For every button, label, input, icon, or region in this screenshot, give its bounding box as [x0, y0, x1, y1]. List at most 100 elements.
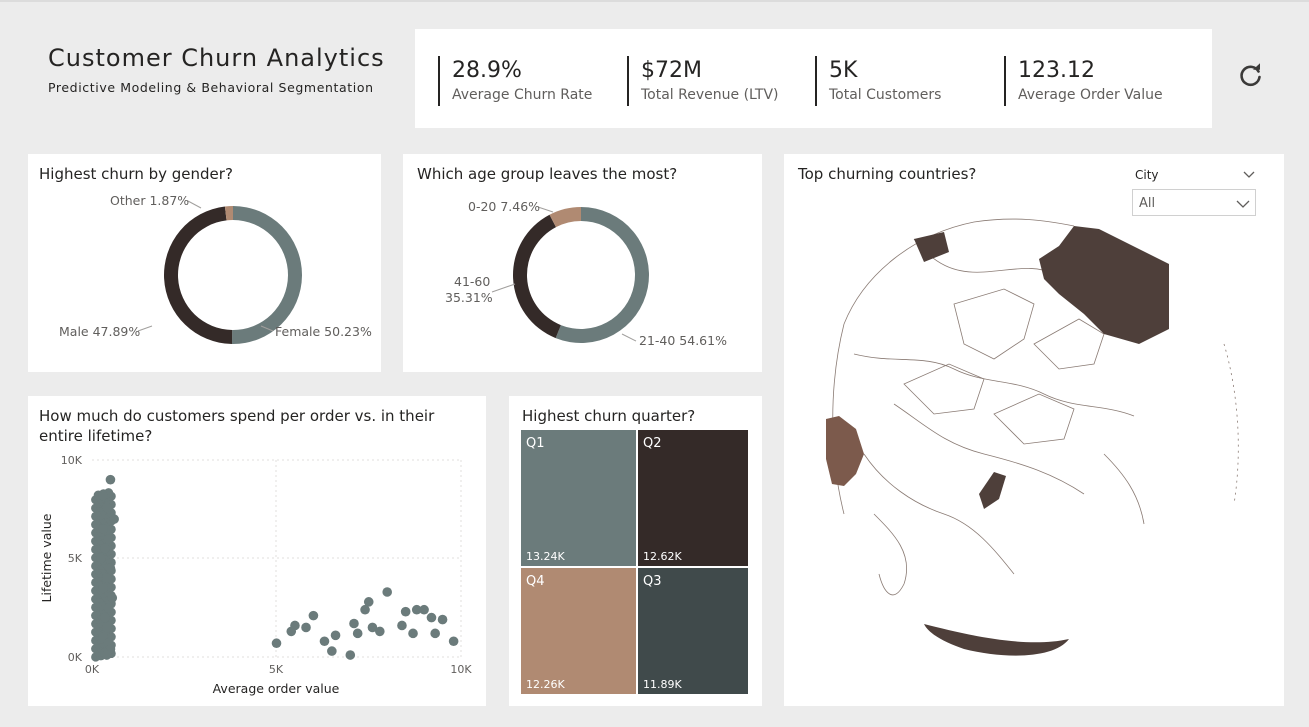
kpi-churn-rate[interactable]: 28.9% Average Churn Rate [438, 56, 592, 106]
scatter-point[interactable] [101, 573, 112, 583]
scatter-point[interactable] [327, 646, 337, 656]
country-outline [993, 393, 1075, 445]
scatter-point[interactable] [107, 593, 118, 603]
coastline-asia [873, 513, 908, 596]
scatter-point[interactable] [98, 583, 108, 593]
scatter-point[interactable] [101, 650, 112, 660]
scatter-point[interactable] [448, 636, 459, 647]
scatter-point[interactable] [367, 622, 378, 633]
gender-donut-svg: Other 1.87% Male 47.89% Female 50.23% [59, 193, 372, 344]
y-tick-5k: 5K [68, 552, 83, 565]
city-filter-dropdown[interactable]: All [1132, 189, 1256, 216]
scatter-point[interactable] [375, 626, 385, 637]
gender-label-other: Other 1.87% [110, 193, 189, 208]
treemap-tile-q3[interactable]: Q3 11.89K [638, 568, 748, 694]
scatter-point[interactable] [397, 620, 407, 631]
country-outline [953, 288, 1035, 360]
scatter-gridlines [92, 459, 462, 658]
treemap-tile-q4[interactable]: Q4 12.26K [521, 568, 636, 694]
kpi-total-revenue[interactable]: $72M Total Revenue (LTV) [627, 56, 779, 106]
scatter-point[interactable] [408, 628, 418, 639]
scatter-point[interactable] [437, 614, 448, 625]
dashboard-title: Customer Churn Analytics [48, 44, 385, 72]
scatter-point[interactable] [98, 524, 108, 534]
chevron-down-icon[interactable] [1242, 166, 1256, 180]
scatter-point[interactable] [411, 604, 422, 615]
globe-map[interactable] [784, 154, 1284, 706]
scatter-title-line1: How much do customers spend per order vs… [39, 407, 435, 425]
scatter-point[interactable] [360, 604, 370, 615]
refresh-icon[interactable] [1236, 60, 1266, 90]
scatter-point[interactable] [103, 602, 114, 613]
scatter-point[interactable] [345, 650, 356, 660]
globe-edge-right [1223, 343, 1239, 505]
scatter-point[interactable] [419, 604, 429, 615]
scatter-point[interactable] [382, 587, 393, 597]
scatter-point[interactable] [430, 628, 440, 639]
treemap-tile-q2[interactable]: Q2 12.62K [638, 430, 748, 566]
dashboard-header: Customer Churn Analytics Predictive Mode… [48, 44, 385, 95]
treemap-tile-q1[interactable]: Q1 13.24K [521, 430, 636, 566]
age-label-41-60: 41-60 [454, 274, 490, 289]
kpi-label: Total Customers [829, 87, 942, 103]
scatter-point[interactable] [349, 618, 359, 629]
highlighted-country[interactable] [1039, 226, 1169, 344]
scatter-point[interactable] [96, 553, 107, 564]
scatter-point[interactable] [363, 597, 374, 607]
scatter-point[interactable] [319, 636, 330, 647]
scatter-point[interactable] [308, 610, 319, 621]
donut-slice-female[interactable] [231, 206, 302, 344]
scatter-point[interactable] [105, 474, 116, 485]
scatter-point[interactable] [352, 628, 363, 639]
scatter-point[interactable] [100, 612, 110, 623]
age-label-0-20: 0-20 7.46% [468, 199, 540, 214]
chevron-down-icon [1236, 196, 1250, 210]
donut-slice-41-60[interactable] [513, 214, 561, 339]
donut-slice-21-40[interactable] [555, 207, 649, 343]
scatter-point[interactable] [301, 622, 311, 633]
gender-churn-panel: Highest churn by gender? Other 1.87% Mal… [28, 154, 381, 372]
tile-value: 12.62K [643, 550, 682, 563]
donut-slice-0-20[interactable] [549, 207, 581, 228]
country-map-panel: Top churning countries? City All [784, 154, 1284, 706]
scatter-chart-title: How much do customers spend per order vs… [39, 407, 434, 446]
scatter-point[interactable] [103, 534, 114, 544]
dashboard-subtitle: Predictive Modeling & Behavioral Segment… [48, 80, 374, 95]
highlighted-country[interactable] [914, 232, 949, 262]
kpi-total-customers[interactable]: 5K Total Customers [815, 56, 941, 106]
city-filter-label: City [1135, 168, 1159, 182]
scatter-point[interactable] [330, 630, 341, 641]
top-divider [0, 0, 1309, 2]
scatter-title-line2: entire lifetime? [39, 426, 153, 445]
donut-slice-male[interactable] [163, 206, 233, 344]
country-outline [903, 363, 985, 415]
y-tick-10k: 10K [61, 454, 83, 467]
x-tick-0k: 0K [85, 663, 100, 676]
x-tick-5k: 5K [269, 663, 284, 676]
scatter-point[interactable] [101, 622, 112, 633]
highlighted-country[interactable] [979, 472, 1006, 509]
kpi-avg-order-value[interactable]: 123.12 Average Order Value [1004, 56, 1163, 106]
tile-value: 11.89K [643, 678, 682, 691]
scatter-point[interactable] [100, 543, 110, 554]
border-line [863, 453, 1015, 575]
donut-slice-other[interactable] [224, 206, 233, 221]
kpi-value: 123.12 [1018, 58, 1095, 83]
country-outline [1033, 318, 1105, 370]
scatter-point[interactable] [286, 626, 297, 637]
map-title: Top churning countries? [798, 165, 977, 183]
scatter-point[interactable] [109, 514, 119, 524]
scatter-point[interactable] [105, 563, 116, 574]
scatter-point[interactable] [400, 606, 411, 617]
kpi-value: 28.9% [452, 58, 522, 83]
scatter-point[interactable] [101, 502, 112, 513]
scatter-point[interactable] [98, 490, 108, 501]
border-line [893, 403, 1085, 495]
highlighted-country[interactable] [924, 624, 1069, 656]
highlighted-country[interactable] [826, 416, 864, 486]
scatter-point[interactable] [271, 638, 282, 649]
age-label-41-60-pct: 35.31% [445, 290, 493, 305]
city-filter-value: All [1139, 196, 1156, 211]
scatter-point[interactable] [426, 612, 437, 623]
age-chart-title: Which age group leaves the most? [417, 165, 678, 183]
